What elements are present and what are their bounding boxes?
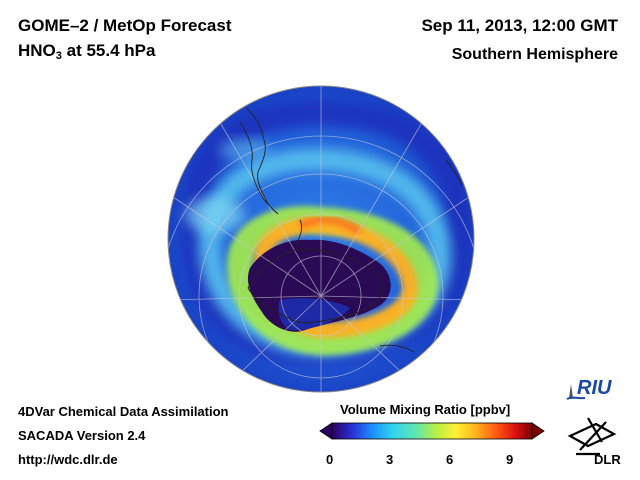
south-america-coast xyxy=(239,107,279,215)
riu-logo: RIU xyxy=(566,377,612,400)
new-zealand-coast xyxy=(379,344,415,353)
title-line2: HNO3 at 55.4 hPa xyxy=(18,41,155,62)
colorbar-tick-3: 3 xyxy=(386,452,394,467)
colorbar-title: Volume Mixing Ratio [ppbv] xyxy=(340,402,511,417)
graticule xyxy=(168,86,474,392)
footer-url-link[interactable]: http://wdc.dlr.de xyxy=(18,452,118,467)
dlr-logo-mark xyxy=(567,417,617,456)
colorbar-gradient xyxy=(331,422,533,440)
pressure-level: at 55.4 hPa xyxy=(61,41,156,60)
colorbar-tick-9: 9 xyxy=(506,452,514,467)
colorbar-tick-6: 6 xyxy=(446,452,454,467)
coastlines xyxy=(239,107,463,353)
dark-blue-ring xyxy=(181,99,473,365)
globe-field xyxy=(168,86,474,392)
species-subscript: 3 xyxy=(55,50,62,62)
antarctica-coast xyxy=(247,248,383,324)
forecast-date: Sep 11, 2013, 12:00 GMT xyxy=(421,16,618,35)
hemisphere-label: Southern Hemisphere xyxy=(451,46,618,63)
colorbar xyxy=(319,422,545,440)
riu-logo-text: RIU xyxy=(577,377,612,399)
red-collar-patch xyxy=(298,215,363,236)
cyan-patch-top xyxy=(219,138,271,162)
colorbar-tick-0: 0 xyxy=(326,452,334,467)
globe-outline xyxy=(167,85,475,393)
dlr-logo xyxy=(567,417,617,456)
colorbar-low-arrow xyxy=(319,422,333,440)
antarctic-peninsula xyxy=(295,219,303,247)
footer-assimilation: 4DVar Chemical Data Assimilation xyxy=(18,404,229,419)
colorbar-high-arrow xyxy=(531,422,545,440)
species-name: HNO xyxy=(18,41,56,60)
cyan-patch-left xyxy=(185,197,245,233)
riu-logo-spire xyxy=(569,384,573,398)
title-line1: GOME–2 / MetOp Forecast xyxy=(18,16,232,35)
africa-tip-coast xyxy=(445,159,463,187)
dlr-logo-text: DLR xyxy=(594,452,621,467)
riu-logo-swoosh xyxy=(566,396,586,400)
footer-version: SACADA Version 2.4 xyxy=(18,428,146,443)
